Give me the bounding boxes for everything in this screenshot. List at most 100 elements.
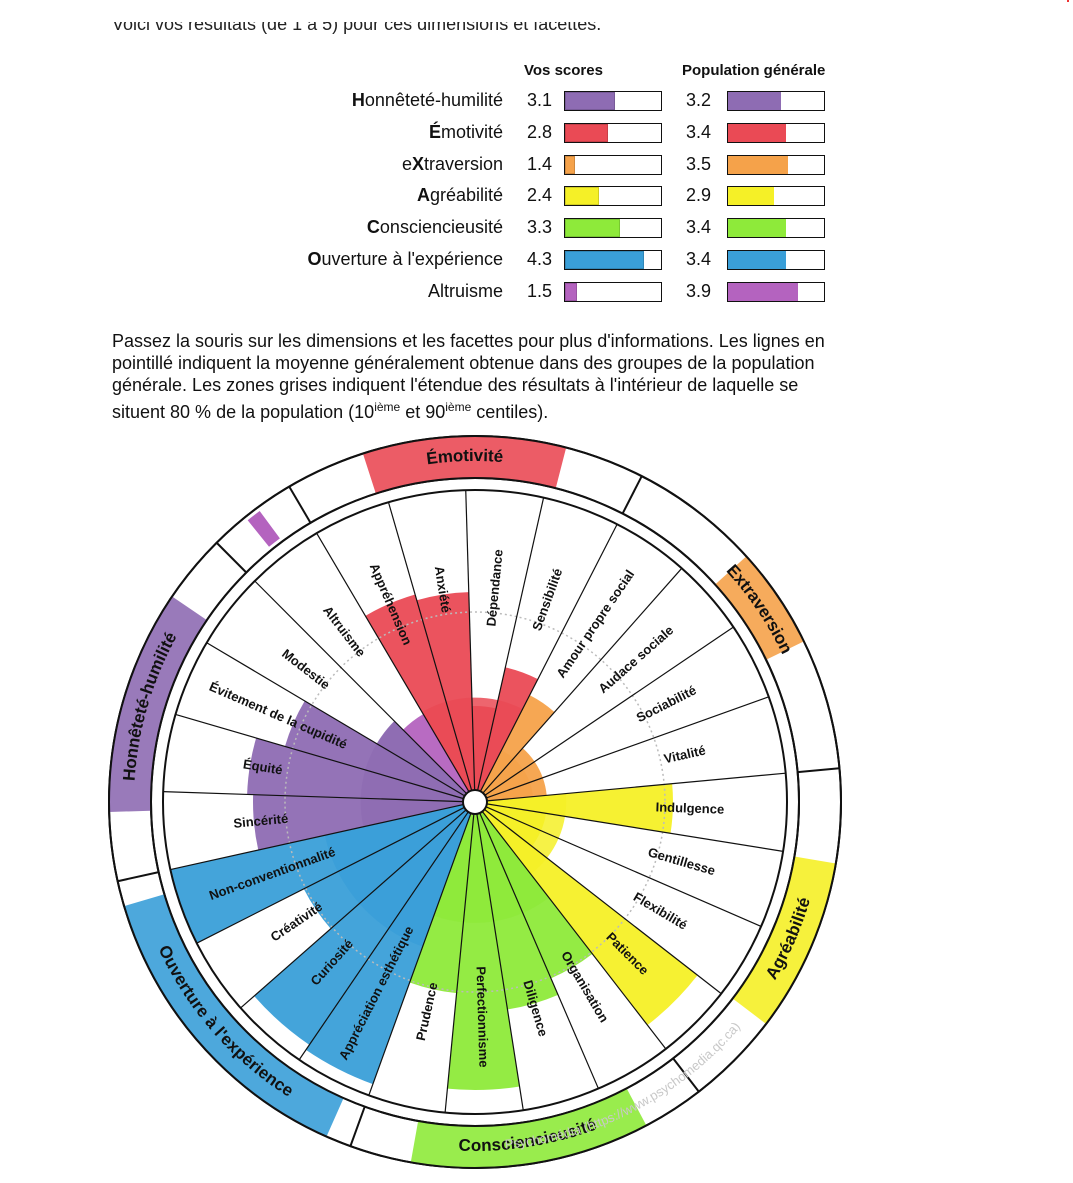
your-score-bar	[564, 91, 662, 111]
facet-separator	[170, 804, 464, 871]
score-row[interactable]: eXtraversion 1.4 3.5	[0, 153, 1073, 185]
facet-separator	[163, 791, 464, 803]
wheel-inner-circle	[162, 489, 788, 1115]
dimension-ring-fill[interactable]	[732, 856, 836, 1024]
dimension-name: Émotivité	[428, 121, 503, 142]
facet-separator	[444, 813, 475, 1113]
population-score-value: 3.5	[686, 153, 712, 174]
facet-separator	[254, 580, 467, 794]
your-score-fill	[565, 123, 609, 142]
score-row[interactable]: Ouverture à l'expérience 4.3 3.4	[0, 248, 1073, 280]
facet-separator	[481, 811, 667, 1050]
score-row[interactable]: Émotivité 2.8 3.4	[0, 121, 1073, 153]
dimension-ring-fill[interactable]	[410, 1088, 647, 1168]
your-score-bar	[564, 218, 662, 239]
population-score-value: 3.4	[686, 217, 712, 238]
score-row[interactable]: Consciencieusité 3.3 3.4	[0, 216, 1073, 248]
corner-mark	[1067, 0, 1069, 2]
your-score-bar	[564, 122, 662, 143]
dimension-ring-fill[interactable]	[124, 894, 344, 1137]
dimension-name: Agréabilité	[416, 185, 503, 206]
explanation-paragraph: Passez la souris sur les dimensions et l…	[112, 331, 825, 422]
facet-score-wedge[interactable]	[486, 783, 674, 834]
dimension-ring-fill[interactable]	[362, 435, 567, 494]
population-score-fill	[728, 155, 788, 174]
facet-label: Perfectionnisme	[473, 966, 491, 1068]
dimension-separator	[349, 1106, 366, 1147]
population-score-bar	[727, 91, 825, 111]
dimension-separator	[215, 542, 248, 574]
facet-label: Sincérité	[233, 811, 289, 831]
dimension-separator	[117, 871, 159, 883]
facet-label: Anxiété	[432, 565, 454, 614]
your-score-value: 3.3	[527, 217, 553, 238]
dimension-ring-fill[interactable]	[715, 556, 804, 660]
your-score-fill	[565, 219, 621, 238]
dimension-name: Consciencieusité	[366, 217, 503, 238]
facet-separator	[387, 502, 473, 791]
facet-separator	[196, 806, 465, 944]
dimension-name: Honnêteté-humilité	[351, 90, 503, 110]
your-score-fill	[565, 155, 575, 174]
your-score-value: 3.1	[527, 90, 553, 110]
population-score-fill	[728, 123, 786, 142]
dimension-separator	[288, 486, 312, 524]
population-score-value: 3.2	[686, 90, 712, 110]
population-score-bar	[727, 122, 825, 143]
dimension-name: Ouverture à l'expérience	[307, 249, 503, 269]
dimension-inner-wedge	[433, 811, 549, 923]
population-score-fill	[728, 92, 781, 110]
dimension-inner-wedge	[324, 804, 471, 947]
facet-separator	[482, 567, 683, 794]
facet-separator	[484, 808, 722, 995]
dimension-inner-wedge	[422, 697, 523, 792]
population-score-fill	[728, 219, 786, 238]
altruism-ring-mark	[247, 511, 280, 547]
population-score-value: 3.9	[686, 280, 712, 301]
facet-separator	[316, 532, 470, 792]
score-row[interactable]: Altruisme 1.5 3.9	[0, 280, 1073, 312]
facet-separator	[484, 626, 734, 796]
your-score-fill	[565, 282, 577, 301]
facet-separator	[479, 523, 618, 792]
score-row[interactable]: Agréabilité 2.4 2.9	[0, 184, 1073, 216]
intro-text-cut: Voici vos résultats (de 1 à 5) pour ces …	[112, 14, 602, 34]
column-header-your-scores: Vos scores	[524, 62, 603, 79]
facet-separator	[206, 642, 465, 797]
wheel-outer-border	[108, 435, 842, 1169]
your-score-bar	[564, 154, 662, 175]
your-score-fill	[565, 187, 599, 206]
population-score-bar	[727, 154, 825, 175]
your-score-fill	[565, 251, 645, 269]
facet-separator	[486, 696, 769, 799]
facet-separator	[476, 813, 524, 1111]
facet-separator	[298, 811, 469, 1061]
dimension-separator	[797, 767, 840, 774]
facet-score-wedge[interactable]	[403, 714, 469, 794]
dimension-separator	[621, 475, 643, 515]
score-row[interactable]: Honnêteté-humilité 3.1 3.2	[0, 89, 1073, 121]
column-header-population: Population générale	[682, 62, 826, 79]
facet-label: Dépendance	[483, 549, 505, 627]
your-score-value: 2.4	[527, 185, 553, 206]
wheel-center-hub	[462, 789, 488, 815]
facet-separator	[175, 713, 464, 800]
dimension-ring-fill[interactable]	[109, 596, 207, 812]
dimension-label-text[interactable]: Émotivité	[425, 446, 503, 468]
dimension-name: Altruisme	[427, 280, 503, 301]
facet-separator	[479, 812, 599, 1089]
your-score-value: 1.4	[527, 153, 553, 174]
dimension-separator	[672, 1057, 700, 1093]
your-score-bar	[564, 281, 662, 302]
population-score-value: 3.4	[686, 249, 712, 269]
facet-separator	[368, 813, 472, 1096]
facet-score-wedge[interactable]	[447, 813, 520, 1090]
dimension-label: Émotivité	[425, 446, 503, 468]
population-score-fill	[728, 251, 786, 269]
population-score-bar	[727, 186, 825, 207]
population-score-bar	[727, 281, 825, 302]
facet-separator	[465, 490, 476, 791]
your-score-fill	[565, 92, 616, 110]
population-score-bar	[727, 250, 825, 270]
